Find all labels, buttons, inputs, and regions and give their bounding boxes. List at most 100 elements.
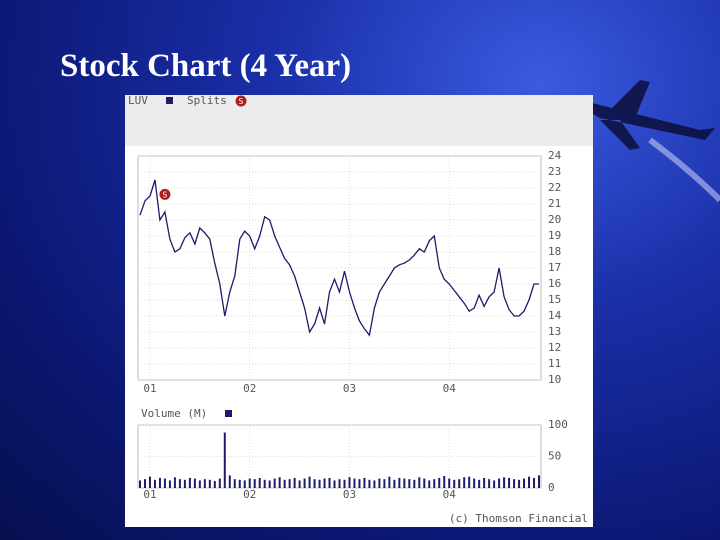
x-tick-label: 04 — [443, 488, 457, 501]
volume-bar — [528, 476, 531, 488]
volume-bar — [348, 477, 351, 488]
volume-bar — [153, 479, 156, 488]
volume-bar — [368, 479, 371, 488]
x-tick-label: 03 — [343, 382, 356, 395]
volume-bar — [418, 477, 421, 488]
volume-bar — [518, 479, 521, 488]
volume-bar — [258, 477, 261, 488]
volume-bar — [443, 476, 446, 488]
volume-bar — [448, 478, 451, 488]
volume-bar — [483, 477, 486, 488]
volume-label: Volume (M) — [141, 407, 207, 420]
y-tick-label: 10 — [548, 373, 561, 386]
volume-bar — [388, 476, 391, 488]
split-marker — [159, 188, 171, 200]
volume-bar — [183, 479, 186, 488]
volume-bar — [208, 479, 211, 488]
x-tick-label: 02 — [243, 488, 256, 501]
volume-bar — [283, 479, 286, 488]
volume-bar — [223, 432, 226, 488]
y-tick-label: 20 — [548, 213, 561, 226]
volume-bar — [413, 479, 416, 488]
volume-bar — [253, 479, 256, 488]
legend-label: LUV — [128, 94, 148, 107]
chart-panel — [125, 95, 593, 527]
volume-bar — [488, 479, 491, 488]
volume-bar — [143, 479, 146, 488]
volume-bar — [293, 477, 296, 488]
y-tick-label: 0 — [548, 481, 555, 494]
volume-bar — [408, 479, 411, 488]
y-tick-label: 13 — [548, 325, 561, 338]
volume-bar — [478, 479, 481, 488]
volume-bar — [178, 479, 181, 488]
volume-bar — [198, 480, 201, 488]
y-tick-label: 24 — [548, 149, 562, 162]
volume-bar — [273, 478, 276, 488]
volume-bar — [523, 478, 526, 488]
volume-bar — [503, 477, 506, 488]
volume-bar — [218, 478, 221, 488]
x-tick-label: 03 — [343, 488, 356, 501]
volume-bar — [323, 478, 326, 488]
x-tick-label: 04 — [443, 382, 457, 395]
volume-bar — [188, 477, 191, 488]
volume-bar — [148, 476, 151, 488]
volume-bar — [168, 480, 171, 488]
y-tick-label: 17 — [548, 261, 561, 274]
volume-bar — [139, 480, 141, 488]
legend-marker: S — [239, 97, 244, 106]
slide-title: Stock Chart (4 Year) — [60, 48, 351, 84]
y-tick-label: 19 — [548, 229, 561, 242]
volume-bar — [493, 480, 496, 488]
volume-bar — [463, 477, 466, 488]
volume-bar — [468, 476, 471, 488]
legend-strip — [125, 95, 593, 146]
volume-bar — [403, 478, 406, 488]
y-tick-label: 16 — [548, 277, 561, 290]
volume-bar — [533, 477, 536, 488]
y-tick-label: 12 — [548, 341, 561, 354]
volume-bar — [163, 478, 166, 488]
volume-bar — [193, 478, 196, 488]
volume-bar — [303, 478, 306, 488]
volume-bar — [278, 477, 281, 488]
x-tick-label: 01 — [143, 382, 156, 395]
volume-bar — [428, 480, 431, 488]
volume-bar — [288, 479, 291, 488]
volume-bar — [243, 480, 246, 488]
volume-bar — [203, 479, 206, 488]
volume-bar — [298, 480, 301, 488]
legend-swatch — [235, 95, 247, 107]
volume-bar — [313, 479, 316, 488]
y-tick-label: 14 — [548, 309, 562, 322]
volume-bar — [498, 478, 501, 488]
y-tick-label: 21 — [548, 197, 561, 210]
volume-bar — [453, 479, 456, 488]
volume-bar — [363, 477, 366, 488]
volume-bar — [433, 479, 436, 488]
footer: (c) Thomson Financial — [449, 512, 588, 525]
volume-bar — [508, 477, 511, 488]
volume-bar — [228, 475, 231, 488]
volume-bar — [328, 477, 331, 488]
legend-label: Splits — [187, 94, 227, 107]
y-tick-label: 23 — [548, 165, 561, 178]
volume-bar — [373, 480, 376, 488]
y-tick-label: 22 — [548, 181, 561, 194]
y-tick-label: 100 — [548, 418, 568, 431]
volume-bar — [538, 475, 540, 488]
volume-bar — [213, 481, 216, 488]
contrail — [648, 137, 720, 203]
volume-bar — [423, 478, 426, 488]
y-tick-label: 15 — [548, 293, 561, 306]
plane-silhouette — [560, 80, 715, 150]
price-line — [139, 179, 539, 337]
volume-bar — [263, 479, 266, 488]
volume-bar — [268, 480, 271, 488]
volume-bar — [393, 479, 396, 488]
split-marker-label: S — [163, 190, 168, 199]
legend-swatch — [166, 97, 173, 104]
volume-bar — [438, 477, 441, 488]
